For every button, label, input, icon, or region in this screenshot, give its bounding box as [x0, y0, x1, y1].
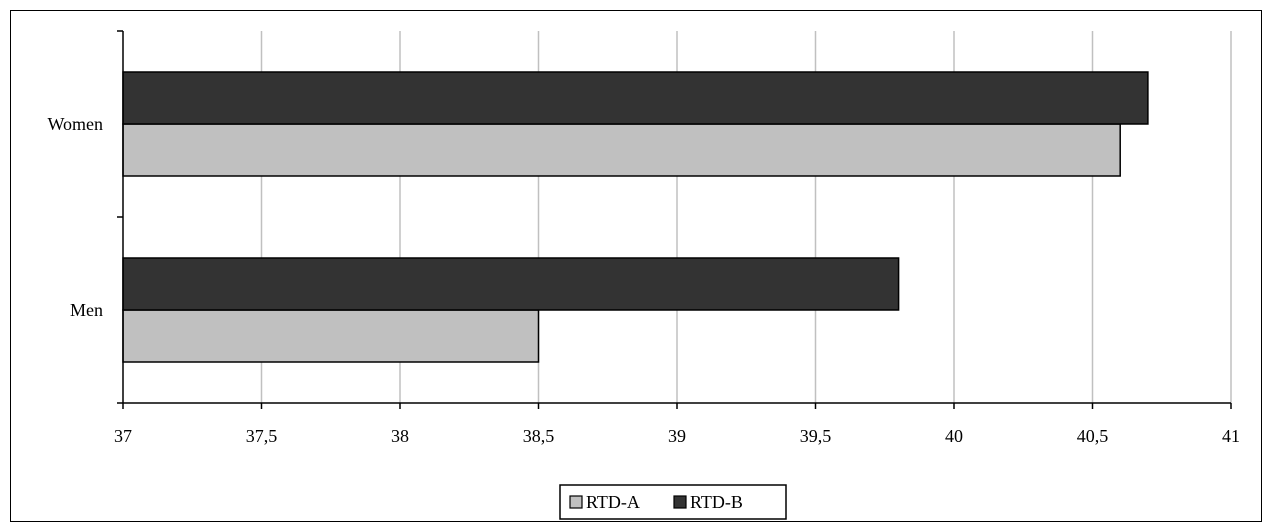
x-axis-ticks: 37 37,5 38 38,5 39 39,5 40 40,5 41 [114, 403, 1240, 446]
bar-rtd-a-men [122, 309, 540, 363]
legend: RTD-A RTD-B [559, 484, 787, 520]
y-axis-categories: Men Women [47, 114, 103, 320]
x-tick-label: 37 [114, 426, 132, 446]
legend-box [559, 484, 787, 520]
x-tick-label: 38,5 [523, 426, 555, 446]
legend-label-rtd-a: RTD-A [586, 492, 640, 512]
x-tick-label: 38 [391, 426, 409, 446]
x-tick-label: 41 [1222, 426, 1240, 446]
bar-rtd-b-men [122, 257, 900, 311]
bars [122, 71, 1149, 363]
bar-rtd-b-women [122, 71, 1149, 125]
x-tick-label: 40,5 [1077, 426, 1109, 446]
bar-rtd-a-women [122, 123, 1121, 177]
legend-swatch-rtd-a [569, 495, 583, 509]
y-category-label: Men [70, 300, 103, 320]
x-tick-label: 39 [668, 426, 686, 446]
y-category-label: Women [47, 114, 103, 134]
legend-swatch-rtd-b [673, 495, 687, 509]
x-tick-label: 39,5 [800, 426, 832, 446]
x-tick-label: 37,5 [246, 426, 278, 446]
legend-label-rtd-b: RTD-B [690, 492, 743, 512]
x-tick-label: 40 [945, 426, 963, 446]
